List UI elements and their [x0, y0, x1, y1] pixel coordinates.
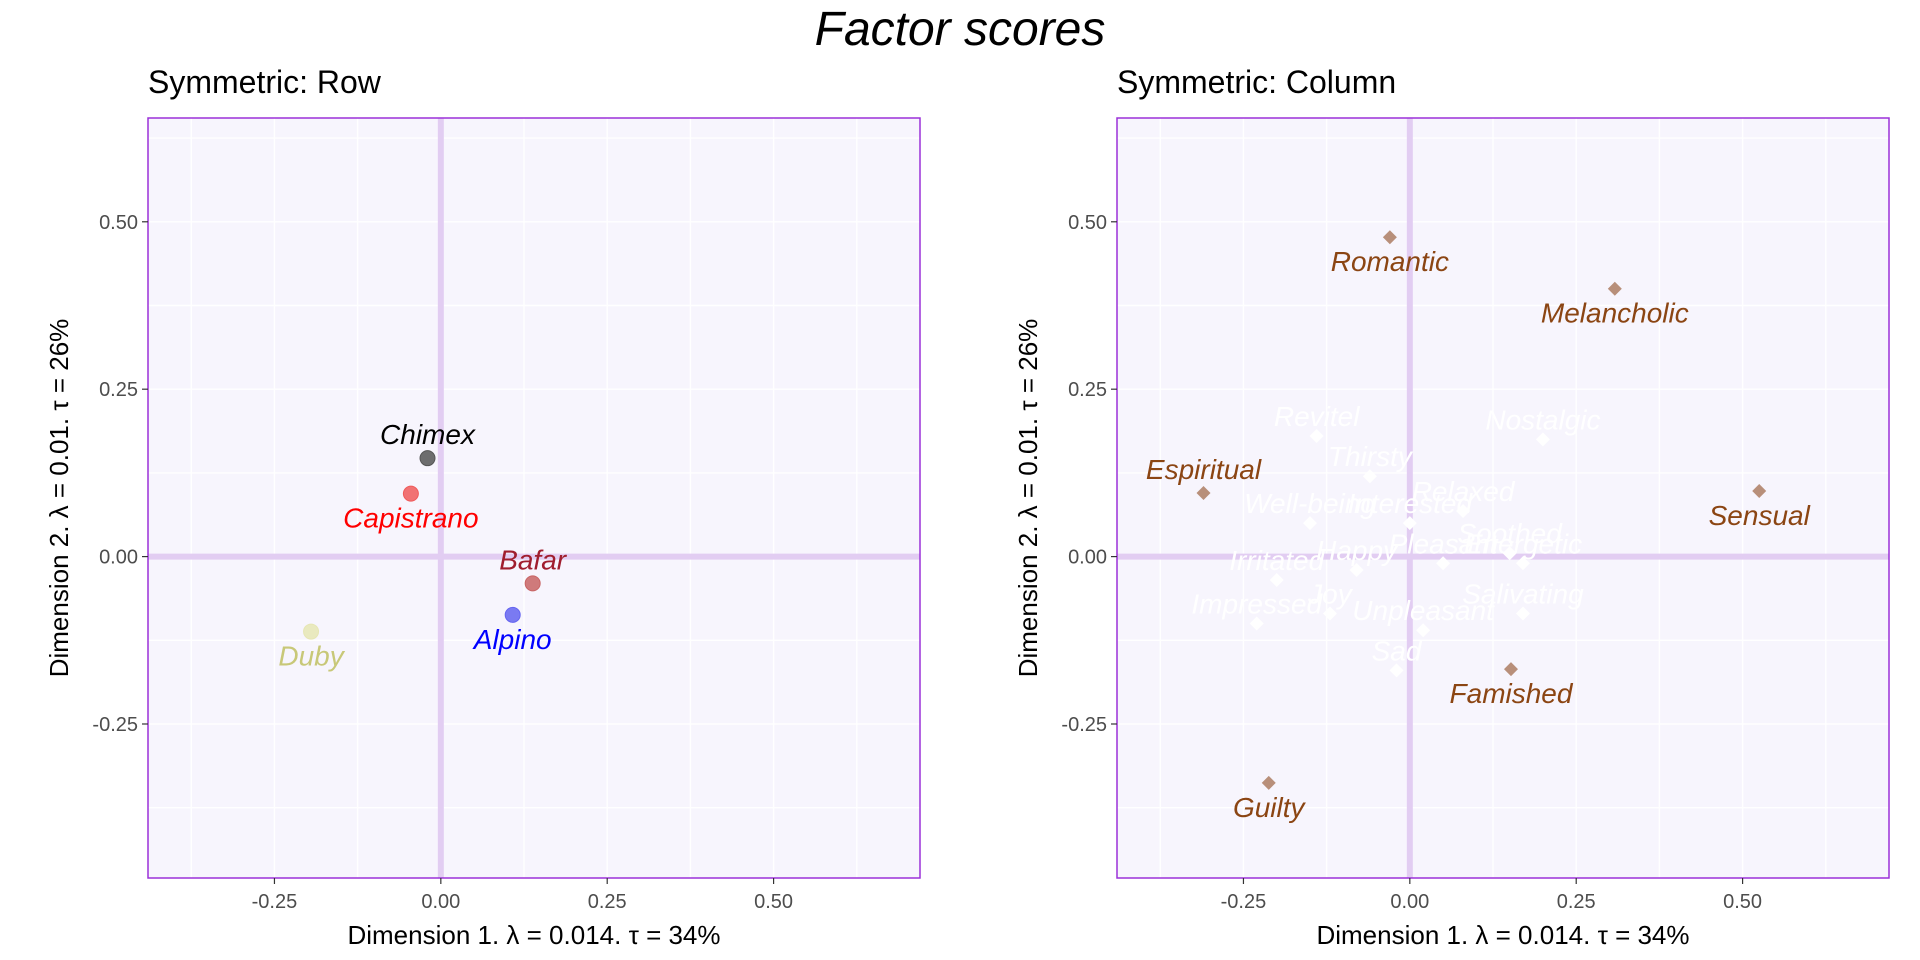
column-point-label-sad: Sad	[1372, 635, 1423, 666]
column-point-thirsty	[1362, 469, 1377, 484]
row-panel-background	[148, 118, 920, 878]
column-point-label-irritated: Irritated	[1229, 545, 1325, 576]
column-point-label-impressed: Impressed	[1191, 589, 1323, 620]
row-y-tick-label: 0.25	[99, 379, 138, 401]
row-panel-title: Symmetric: Row	[148, 64, 381, 100]
column-point-label-well-being: Well-being	[1244, 488, 1376, 519]
column-panel-background	[1117, 118, 1889, 878]
column-point-label-salivating: Salivating	[1462, 579, 1584, 610]
column-y-tick-label: 0.25	[1068, 379, 1107, 401]
column-point-well-being	[1303, 516, 1317, 531]
row-x-tick-label: 0.25	[588, 891, 627, 913]
column-point-label-unpleasant: Unpleasant	[1352, 595, 1495, 626]
column-point-relaxed	[1456, 504, 1471, 519]
column-point-label-nostalgic: Nostalgic	[1485, 404, 1600, 435]
column-panel-title: Symmetric: Column	[1117, 64, 1397, 100]
row-point-bafar	[524, 575, 541, 592]
column-y-axis-title: Dimension 2. λ = 0.01. τ = 26%	[1013, 319, 1043, 678]
row-x-axis-title: Dimension 1. λ = 0.014. τ = 34%	[347, 920, 720, 950]
row-point-label-alpino: Alpino	[472, 624, 552, 655]
column-point-label-famished: Famished	[1450, 678, 1574, 709]
column-point-soothed	[1502, 546, 1517, 561]
column-point-impressed	[1249, 616, 1264, 631]
column-point-pleasant	[1436, 556, 1451, 571]
row-point-alpino	[504, 606, 521, 623]
column-point-label-sensual: Sensual	[1709, 500, 1811, 531]
column-x-tick-label: 0.25	[1557, 891, 1596, 913]
column-point-label-interested: Interested	[1348, 488, 1474, 519]
column-point-irritated	[1269, 573, 1284, 588]
column-point-interested	[1402, 516, 1417, 531]
column-point-label-happy: Happy	[1316, 535, 1399, 566]
column-point-energetic	[1515, 556, 1530, 571]
row-point-chimex	[419, 450, 436, 467]
row-x-tick-label: -0.25	[252, 891, 298, 913]
row-point-duby	[303, 623, 320, 640]
row-y-tick-label: 0.00	[99, 547, 138, 569]
column-point-joy	[1322, 606, 1337, 621]
figure-title: Factor scores	[814, 3, 1106, 56]
column-point-sad	[1389, 663, 1404, 678]
column-y-tick-label: 0.50	[1068, 212, 1107, 234]
column-point-sensual	[1752, 483, 1767, 498]
row-panel-border	[147, 117, 921, 879]
row-point-capistrano	[402, 485, 419, 502]
column-panel-border	[1116, 117, 1890, 879]
column-point-nostalgic	[1535, 432, 1550, 447]
column-point-salivating	[1515, 606, 1530, 621]
row-y-axis-title: Dimension 2. λ = 0.01. τ = 26%	[44, 319, 74, 678]
column-x-axis-title: Dimension 1. λ = 0.014. τ = 34%	[1316, 920, 1689, 950]
column-point-happy	[1349, 562, 1364, 577]
column-point-label-revitel: Revitel	[1274, 401, 1360, 432]
column-point-label-pleasant: Pleasant	[1389, 528, 1499, 559]
column-point-label-soothed: Soothed	[1457, 518, 1563, 549]
column-point-label-relaxed: Relaxed	[1412, 476, 1516, 507]
column-point-espiritual	[1196, 485, 1211, 500]
row-point-label-chimex: Chimex	[380, 419, 476, 450]
column-point-label-thirsty: Thirsty	[1328, 441, 1414, 472]
column-point-label-energetic: Energetic	[1464, 528, 1582, 559]
column-point-label-romantic: Romantic	[1331, 246, 1449, 277]
column-point-label-melancholic: Melancholic	[1541, 298, 1689, 329]
row-x-tick-label: 0.50	[754, 891, 793, 913]
column-point-unpleasant	[1416, 623, 1431, 638]
column-x-tick-label: -0.25	[1221, 891, 1267, 913]
column-point-famished	[1503, 662, 1518, 677]
column-point-melancholic	[1607, 281, 1622, 296]
column-x-tick-label: 0.50	[1723, 891, 1762, 913]
row-point-label-bafar: Bafar	[499, 544, 568, 575]
row-point-label-capistrano: Capistrano	[343, 503, 478, 534]
column-point-revitel	[1309, 429, 1324, 444]
column-point-label-joy: Joy	[1307, 579, 1354, 610]
row-point-label-duby: Duby	[278, 641, 345, 672]
column-point-romantic	[1382, 230, 1397, 245]
row-y-tick-label: 0.50	[99, 212, 138, 234]
row-y-tick-label: -0.25	[92, 714, 138, 736]
column-point-guilty	[1261, 775, 1276, 790]
row-x-tick-label: 0.00	[421, 891, 460, 913]
column-point-label-guilty: Guilty	[1233, 792, 1307, 823]
column-point-label-espiritual: Espiritual	[1146, 454, 1262, 485]
column-x-tick-label: 0.00	[1390, 891, 1429, 913]
column-y-tick-label: 0.00	[1068, 547, 1107, 569]
column-y-tick-label: -0.25	[1061, 714, 1107, 736]
